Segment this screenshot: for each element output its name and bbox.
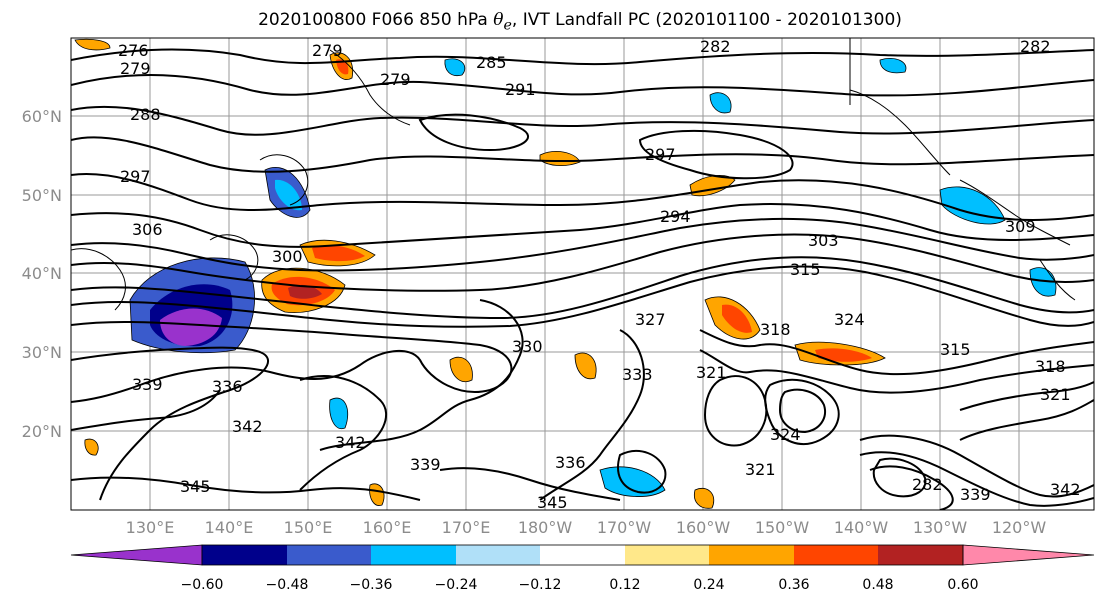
colorbar-extend-high — [962, 544, 1095, 566]
theta-e-contours — [71, 48, 1094, 510]
colorbar-tick-label: −0.60 — [181, 577, 224, 593]
lon-label: 160°E — [363, 518, 412, 537]
colorbar-tick-label: −0.24 — [435, 577, 478, 593]
map-frame — [70, 37, 1095, 511]
colorbar-segment — [540, 545, 625, 565]
contour-label: 282 — [700, 37, 731, 56]
contour-label: 327 — [635, 310, 666, 329]
contour-label: 342 — [232, 417, 263, 436]
positive-anomaly-patches — [74, 38, 886, 509]
contour-label: 282 — [912, 475, 943, 494]
contour-label: 321 — [1040, 385, 1071, 404]
contour-label: 318 — [760, 320, 791, 339]
lon-label: 180°W — [518, 518, 573, 537]
contour-label: 315 — [790, 260, 821, 279]
contour-label: 279 — [312, 41, 343, 60]
colorbar-segment — [709, 545, 794, 565]
contour-label: 339 — [410, 455, 441, 474]
contour-label: 315 — [940, 340, 971, 359]
lon-label: 160°W — [676, 518, 731, 537]
contour-label: 285 — [476, 53, 507, 72]
contour-label: 276 — [118, 41, 149, 60]
contour-label: 321 — [745, 460, 776, 479]
lon-label: 140°E — [205, 518, 254, 537]
colorbar-tick-label: −0.12 — [519, 577, 562, 593]
lon-label: 150°W — [755, 518, 810, 537]
contour-label: 339 — [132, 375, 163, 394]
contour-label: 324 — [834, 310, 865, 329]
contour-label: 279 — [380, 70, 411, 89]
contour-label: 297 — [120, 167, 151, 186]
colorbar-segment — [287, 545, 371, 565]
map-content — [71, 38, 1094, 510]
contour-label: 288 — [130, 105, 161, 124]
contour-label: 330 — [512, 337, 543, 356]
contour-label: 318 — [1035, 357, 1066, 376]
latitude-labels: 60°N 50°N 40°N 30°N 20°N — [22, 107, 62, 441]
contour-label: 282 — [1020, 37, 1051, 56]
lat-label: 50°N — [22, 186, 62, 205]
colorbar-extend-low — [70, 544, 203, 566]
colorbar — [70, 544, 1095, 566]
contour-label: 342 — [335, 433, 366, 452]
contour-label: 345 — [537, 493, 568, 512]
contour-label: 339 — [960, 485, 991, 504]
contour-label: 336 — [212, 377, 243, 396]
colorbar-tick-label: 0.48 — [862, 577, 893, 593]
contour-label: 345 — [180, 477, 211, 496]
contour-label: 321 — [696, 363, 727, 382]
lon-label: 170°E — [442, 518, 491, 537]
contour-labels: 276 279 282 282 279 285 291 288 297 306 … — [118, 37, 1081, 512]
contour-label: 294 — [660, 207, 691, 226]
colorbar-segment — [794, 545, 878, 565]
map-title: 2020100800 F066 850 hPa θe, IVT Landfall… — [258, 10, 902, 34]
contour-label: 306 — [132, 220, 163, 239]
colorbar-segment — [371, 545, 456, 565]
contour-label: 303 — [808, 231, 839, 250]
colorbar-tick-labels: −0.60 −0.48 −0.36 −0.24 −0.12 0.12 0.24 … — [181, 577, 979, 593]
lon-label: 170°W — [597, 518, 652, 537]
coastlines — [71, 38, 1076, 311]
colorbar-tick-label: −0.48 — [266, 577, 309, 593]
contour-label: 297 — [645, 145, 676, 164]
lon-label: 130°E — [126, 518, 175, 537]
colorbar-segment — [625, 545, 709, 565]
contour-label: 324 — [770, 425, 801, 444]
colorbar-tick-label: 0.36 — [778, 577, 809, 593]
lon-label: 120°W — [992, 518, 1047, 537]
lat-label: 40°N — [22, 264, 62, 283]
colorbar-segment — [878, 545, 963, 565]
colorbar-segment — [202, 545, 287, 565]
contour-label: 279 — [120, 59, 151, 78]
contour-label: 336 — [555, 453, 586, 472]
colorbar-segment — [456, 545, 540, 565]
colorbar-outline — [201, 544, 964, 566]
lon-label: 130°W — [913, 518, 968, 537]
lat-label: 20°N — [22, 422, 62, 441]
lon-label: 140°W — [834, 518, 889, 537]
colorbar-tick-label: −0.36 — [350, 577, 393, 593]
contour-label: 333 — [622, 365, 653, 384]
colorbar-tick-label: 0.12 — [609, 577, 640, 593]
contour-label: 300 — [272, 247, 303, 266]
lat-label: 60°N — [22, 107, 62, 126]
colorbar-tick-label: 0.60 — [947, 577, 978, 593]
lon-label: 150°E — [284, 518, 333, 537]
lat-label: 30°N — [22, 343, 62, 362]
contour-label: 342 — [1050, 480, 1081, 499]
contour-label: 291 — [505, 80, 536, 99]
colorbar-tick-label: 0.24 — [693, 577, 724, 593]
contour-label: 309 — [1005, 217, 1036, 236]
longitude-labels: 130°E 140°E 150°E 160°E 170°E 180°W 170°… — [126, 518, 1047, 537]
